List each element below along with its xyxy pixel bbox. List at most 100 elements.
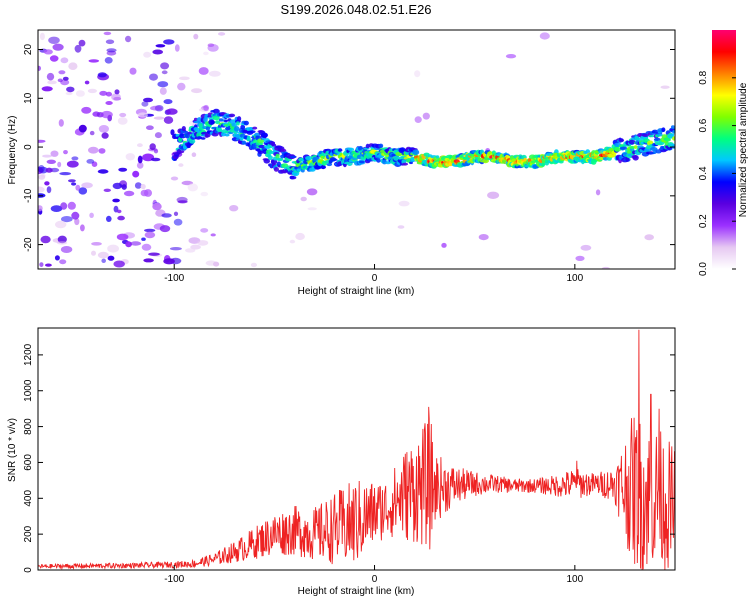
spectrogram-cell: [487, 191, 500, 199]
spectrogram-cell: [161, 70, 168, 75]
spectrogram-cell: [91, 250, 96, 256]
spectrogram-x-ticks: -100 0 100: [164, 264, 584, 284]
spectrogram-cell: [633, 145, 638, 149]
spectrogram-cell: [632, 155, 639, 161]
spectrogram-cell: [187, 131, 192, 135]
spectrogram-cell: [229, 205, 239, 212]
snr-y-tick-label: 1000: [23, 379, 34, 402]
spectrogram-cell: [125, 35, 132, 43]
spectrogram-cell: [228, 113, 236, 118]
spectrogram-cell: [65, 91, 73, 96]
spectrogram-cell: [179, 76, 190, 81]
spectrogram-cell: [189, 139, 196, 144]
spectrogram-cell: [412, 149, 420, 155]
spectrogram-cell: [66, 160, 79, 168]
spectrogram-cell: [107, 244, 119, 253]
spectrogram-cell: [414, 70, 421, 78]
spectrogram-cell: [58, 119, 64, 127]
spectrogram-cell: [258, 144, 266, 149]
spectrogram-cell: [177, 200, 188, 204]
spectrogram-cell: [141, 237, 146, 241]
spectrogram-cell: [163, 258, 175, 265]
spectrogram-cell: [620, 146, 628, 150]
spectrogram-cell: [672, 130, 675, 134]
colorbar-tick-label: 0.2: [698, 214, 709, 228]
spectrogram-cell: [300, 196, 307, 202]
spectrogram-cell: [68, 179, 76, 183]
spectrogram-cell: [52, 43, 64, 51]
spectrogram-cell: [656, 133, 663, 137]
spectrogram-cell: [441, 242, 447, 248]
spectrogram-cell: [38, 165, 45, 173]
spectrogram-x-label: Height of straight line (km): [298, 286, 415, 297]
spectrogram-cell: [60, 246, 73, 253]
spectrogram-cell: [320, 165, 327, 170]
spectrogram-cell: [60, 57, 69, 64]
spectrogram-cell: [86, 159, 95, 164]
snr-y-tick-label: 1200: [23, 343, 34, 366]
spectrogram-cell: [159, 225, 171, 233]
spectrogram-cell: [231, 123, 238, 127]
spectrogram-cell: [295, 232, 305, 241]
spectrogram-cell: [87, 88, 97, 94]
spectrogram-cell: [59, 259, 67, 265]
spectrogram-y-tick-label: 20: [23, 44, 34, 56]
spectrogram-cell: [669, 143, 675, 147]
spectrogram-cell: [97, 169, 109, 174]
spectrogram-cell: [166, 108, 178, 115]
spectrogram-cell: [197, 136, 202, 139]
spectrogram-cell: [163, 39, 175, 45]
spectrogram-y-ticks: -20 -10 0 10 20: [23, 44, 675, 252]
spectrogram-cell: [246, 135, 251, 141]
spectrogram-cell: [103, 31, 112, 36]
spectrogram-cell: [152, 49, 163, 55]
spectrogram-cell: [280, 148, 287, 152]
spectrogram-cell: [78, 124, 87, 133]
spectrogram-cell: [595, 189, 601, 196]
snr-y-ticks: 0 200 400 600 800 1000 1200: [23, 343, 675, 573]
spectrogram-cell: [137, 143, 143, 148]
spectrogram-cell: [81, 106, 92, 114]
spectrogram-cell: [106, 215, 112, 222]
spectrogram-cell: [99, 90, 108, 96]
spectrogram-cell: [191, 152, 197, 157]
spectrogram-cell: [63, 150, 68, 155]
spectrogram-cell: [143, 51, 152, 58]
spectrogram-cell: [112, 198, 120, 203]
spectrogram-cell: [119, 112, 127, 118]
spectrogram-cell: [129, 67, 137, 75]
spectrogram-cell: [41, 86, 53, 92]
spectrogram-cell: [45, 167, 53, 173]
spectrogram-cell: [212, 108, 220, 114]
spectrogram-cell: [205, 125, 211, 131]
spectrogram-cell: [270, 159, 278, 165]
spectrogram-cell: [116, 209, 122, 214]
spectrogram-cell: [39, 32, 45, 41]
spectrogram-cell: [141, 101, 149, 107]
spectrogram-cell: [174, 44, 180, 52]
spectrogram-cell: [111, 93, 121, 101]
spectrogram-cell: [422, 112, 430, 120]
spectrogram-cell: [637, 145, 644, 149]
spectrogram-cell: [50, 205, 63, 213]
spectrogram-cell: [260, 132, 268, 138]
spectrogram-cell: [184, 133, 191, 139]
spectrogram-cell: [249, 130, 256, 134]
spectrogram-cell: [57, 161, 62, 168]
spectrogram-cell: [326, 162, 333, 167]
spectrogram-cell: [137, 112, 148, 118]
spectrogram-cell: [105, 39, 115, 45]
spectrogram-cell: [134, 182, 142, 189]
spectrogram-cell: [210, 233, 216, 237]
spectrogram-cell: [58, 70, 66, 75]
spectrogram-cell: [170, 129, 175, 136]
spectrogram-cell: [125, 241, 132, 248]
spectrogram-cell: [75, 90, 85, 97]
spectrogram-cell: [38, 65, 41, 71]
spectrogram-cell: [163, 116, 174, 124]
spectrogram-cell: [653, 137, 661, 141]
spectrogram-cell: [358, 160, 365, 164]
spectrogram-cell: [137, 155, 143, 164]
spectrogram-y-tick-label: -20: [23, 237, 34, 252]
spectrogram-cell: [105, 101, 113, 105]
